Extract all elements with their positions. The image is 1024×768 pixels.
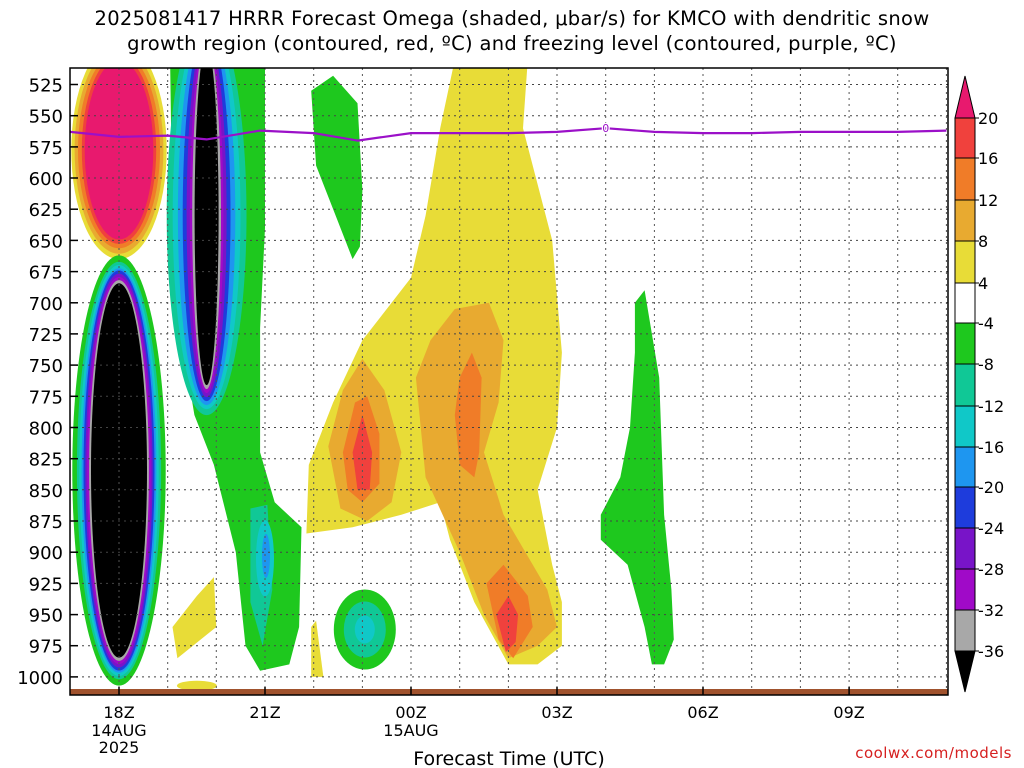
y-tick-label-775: 775 — [29, 387, 63, 408]
colorbar-label-4: 4 — [978, 274, 988, 293]
colorbar-segment-12 — [954, 609, 976, 652]
freezing-level-label: 0 — [602, 122, 609, 135]
grid-lines — [70, 68, 948, 695]
omega-cyan-blob-23z — [354, 615, 375, 644]
colorbar-bottom-arrow — [954, 650, 976, 693]
colorbar-segment-8 — [954, 446, 976, 488]
y-tick-label-850: 850 — [29, 481, 63, 502]
colorbar-legend: 20 16 12 8 4 -4 -8 -12 -16 -20 -24 -28 -32 -36 — [954, 75, 1004, 693]
y-tick-label-550: 550 — [29, 107, 63, 128]
x-axis-label: Forecast Time (UTC) — [413, 748, 604, 768]
colorbar-segment-1 — [954, 157, 976, 201]
y-tick-label-750: 750 — [29, 356, 63, 377]
colorbar-segment-5 — [954, 322, 976, 365]
colorbar-segment-9 — [954, 486, 976, 529]
y-tick-label-925: 925 — [29, 574, 63, 595]
x-tick-label-06Z: 06Z — [687, 703, 718, 722]
freezing-level-line — [70, 127, 947, 142]
y-tick-label-800: 800 — [29, 419, 63, 440]
y-tick-label-700: 700 — [29, 294, 63, 315]
omega-yellow-blob-19z — [172, 577, 217, 659]
colorbar-label-6: -8 — [978, 355, 994, 374]
y-tick-label-1000: 1000 — [17, 668, 63, 689]
colorbar-label-9: -20 — [978, 478, 1004, 497]
y-tick-label-575: 575 — [29, 138, 63, 159]
colorbar-segment-6 — [954, 363, 976, 407]
colorbar-label-13: -36 — [978, 642, 1004, 661]
chart-title: 2025081417 HRRR Forecast Omega (shaded, … — [0, 6, 1024, 56]
x-tick-label-03Z: 03Z — [541, 703, 572, 722]
colorbar-label-11: -28 — [978, 560, 1004, 579]
y-tick-label-875: 875 — [29, 512, 63, 533]
colorbar-label-0: 20 — [978, 109, 998, 128]
x-tick-date-18Z: 14AUG — [91, 721, 146, 740]
plot-frame — [69, 67, 949, 696]
omega-blue-tail — [262, 533, 270, 578]
omega-dark-orange-column-25z — [454, 352, 482, 478]
y-tick-label-725: 725 — [29, 325, 63, 346]
x-tick-year-18Z: 2025 — [99, 738, 140, 757]
colorbar-label-3: 8 — [978, 232, 988, 251]
y-tick-label-825: 825 — [29, 450, 63, 471]
colorbar-segment-4 — [954, 282, 976, 324]
colorbar-label-1: 16 — [978, 149, 998, 168]
colorbar-label-12: -32 — [978, 601, 1004, 620]
y-tick-label-975: 975 — [29, 637, 63, 658]
colorbar-label-10: -24 — [978, 519, 1004, 538]
colorbar-segment-11 — [954, 568, 976, 611]
ground-surface — [70, 689, 948, 695]
y-tick-label-625: 625 — [29, 200, 63, 221]
y-tick-label-650: 650 — [29, 231, 63, 252]
chart-title-line-1: 2025081417 HRRR Forecast Omega (shaded, … — [94, 7, 930, 30]
x-tick-label-00Z: 00Z — [395, 703, 426, 722]
x-tick-label-18Z: 18Z — [103, 703, 134, 722]
colorbar-label-2: 12 — [978, 191, 998, 210]
freezing-level-contour: 0 — [70, 121, 947, 142]
plot-area: 0 — [70, 68, 948, 695]
colorbar-segment-0 — [954, 117, 976, 159]
colorbar-label-5: -4 — [978, 314, 994, 333]
colorbar-label-8: -16 — [978, 438, 1004, 457]
x-tick-date-00Z: 15AUG — [383, 721, 438, 740]
x-tick-label-21Z: 21Z — [249, 703, 280, 722]
omega-negative-core-upper-level-7 — [194, 68, 219, 386]
colorbar-segment-10 — [954, 527, 976, 570]
y-tick-label-900: 900 — [29, 543, 63, 564]
colorbar-segment-2 — [954, 199, 976, 242]
chart-title-line-2: growth region (contoured, red, ºC) and f… — [127, 32, 897, 55]
colorbar-segment-3 — [954, 240, 976, 284]
colorbar-top-arrow — [954, 75, 976, 119]
omega-red-core-26z — [496, 595, 519, 652]
omega-yellow-blob-22z — [311, 620, 324, 677]
omega-green-strip-04z — [600, 290, 674, 665]
y-axis-pressure-ticks: 525 550 575 600 625 650 675 700 725 750 775 800 825 8… — [17, 76, 78, 689]
omega-orange-column-25z — [415, 302, 557, 659]
x-tick-label-09Z: 09Z — [833, 703, 864, 722]
omega-yellow-sliver — [176, 680, 217, 691]
y-tick-label-675: 675 — [29, 263, 63, 284]
y-tick-label-950: 950 — [29, 606, 63, 627]
site-watermark: coolwx.com/models — [855, 744, 1012, 762]
y-tick-label-525: 525 — [29, 76, 63, 97]
colorbar-label-7: -12 — [978, 397, 1004, 416]
omega-green-blob-22z — [311, 75, 363, 260]
y-tick-label-600: 600 — [29, 169, 63, 190]
colorbar-segment-7 — [954, 405, 976, 448]
